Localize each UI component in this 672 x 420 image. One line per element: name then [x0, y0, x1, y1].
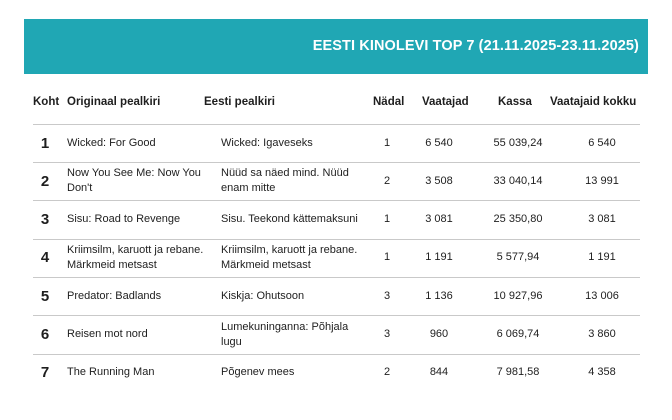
header-viewers: Vaatajad: [422, 96, 469, 108]
cell-viewers: 6 540: [425, 136, 453, 149]
header-rank: Koht: [33, 96, 60, 108]
cell-rank: 4: [40, 249, 50, 267]
cell-rank: 5: [40, 287, 50, 305]
cell-estonian: Kriimsilm, karuott ja rebane. Märkmeid m…: [221, 243, 358, 271]
header-week: Nädal: [373, 96, 405, 108]
cell-box: 5 577,94: [496, 251, 540, 264]
header-original-title: Originaal pealkiri: [67, 96, 161, 108]
cell-total: 6 540: [588, 136, 616, 149]
cell-estonian: Sisu. Teekond kättemaksuni: [221, 213, 358, 226]
row-divider: [33, 353, 640, 355]
table-row: 1 Wicked: For Good Wicked: Igaveseks 1 6 540…: [0, 124, 672, 163]
header-divider: [33, 124, 640, 125]
cell-estonian: Põgenev mees: [221, 366, 295, 379]
cell-total: 13 991: [585, 174, 619, 187]
cell-box: 33 040,14: [493, 174, 543, 187]
cell-original: Sisu: Road to Revenge: [67, 213, 181, 226]
cell-total: 3 081: [588, 213, 616, 226]
cell-viewers: 1 191: [425, 251, 453, 264]
cell-viewers: 844: [429, 366, 449, 379]
cell-week: 2: [383, 366, 391, 379]
cell-box: 7 981,58: [496, 366, 540, 379]
table-row: 3 Sisu: Road to Revenge Sisu. Teekond kätt…: [0, 201, 672, 240]
cell-estonian: Lumekuninganna: Põhjala lugu: [221, 320, 349, 348]
cell-estonian: Wicked: Igaveseks: [221, 136, 313, 149]
cell-original: Reisen mot nord: [67, 328, 148, 340]
table-row: 6 Reisen mot nord Lumekuninganna: Põhjala …: [0, 316, 672, 355]
cell-week: 1: [383, 251, 391, 264]
cell-rank: 7: [40, 364, 50, 382]
cell-original: The Running Man: [67, 366, 155, 379]
row-divider: [33, 315, 640, 317]
cell-total: 4 358: [588, 366, 616, 379]
cell-week: 3: [383, 328, 391, 340]
page-title: EESTI KINOLEVI TOP 7 (21.11.2025-23.11.2…: [312, 38, 639, 54]
cell-total: 1 191: [588, 251, 616, 264]
cell-week: 3: [383, 289, 391, 302]
title-banner: EESTI KINOLEVI TOP 7 (21.11.2025-23.11.2…: [24, 19, 648, 74]
header-box-office: Kassa: [498, 96, 532, 108]
cell-week: 2: [383, 174, 391, 187]
cell-viewers: 3 081: [425, 213, 453, 226]
cell-estonian: Kiskja: Ohutsoon: [221, 289, 305, 302]
header-total-viewers: Vaatajaid kokku: [550, 96, 637, 108]
cell-viewers: 960: [429, 328, 449, 340]
cell-rank: 3: [40, 211, 50, 229]
cell-rank: 1: [40, 134, 50, 152]
cell-total: 3 860: [588, 328, 616, 340]
cell-original: Predator: Badlands: [67, 289, 162, 302]
cell-box: 55 039,24: [493, 136, 543, 149]
row-divider: [33, 276, 640, 278]
cell-box: 25 350,80: [493, 213, 543, 226]
cell-original: Kriimsilm, karuott ja rebane. Märkmeid m…: [67, 243, 204, 271]
row-divider: [33, 200, 640, 202]
cell-rank: 2: [40, 172, 50, 190]
cell-original: Now You See Me: Now You Don't: [67, 167, 201, 195]
header-estonian-title: Eesti pealkiri: [204, 96, 275, 108]
row-divider: [33, 162, 640, 163]
cell-box: 10 927,96: [493, 289, 543, 302]
cell-estonian: Nüüd sa näed mind. Nüüd enam mitte: [221, 167, 349, 195]
table-row: 4 Kriimsilm, karuott ja rebane. Märkmeid …: [0, 239, 672, 278]
cell-total: 13 006: [585, 289, 619, 302]
cell-viewers: 1 136: [425, 289, 453, 302]
table-row: 5 Predator: Badlands Kiskja: Ohutsoon 3 1 13…: [0, 277, 672, 317]
cell-week: 1: [383, 136, 391, 149]
cell-box: 6 069,74: [496, 328, 540, 340]
cell-rank: 6: [40, 326, 50, 343]
row-divider: [33, 238, 640, 240]
table-row: 7 The Running Man Põgenev mees 2 844 7 981,58…: [0, 354, 672, 392]
table-row: 2 Now You See Me: Now You Don't Nüüd sa nä…: [0, 162, 672, 202]
cell-week: 1: [383, 213, 391, 226]
cell-original: Wicked: For Good: [67, 136, 156, 149]
cell-viewers: 3 508: [425, 174, 453, 187]
